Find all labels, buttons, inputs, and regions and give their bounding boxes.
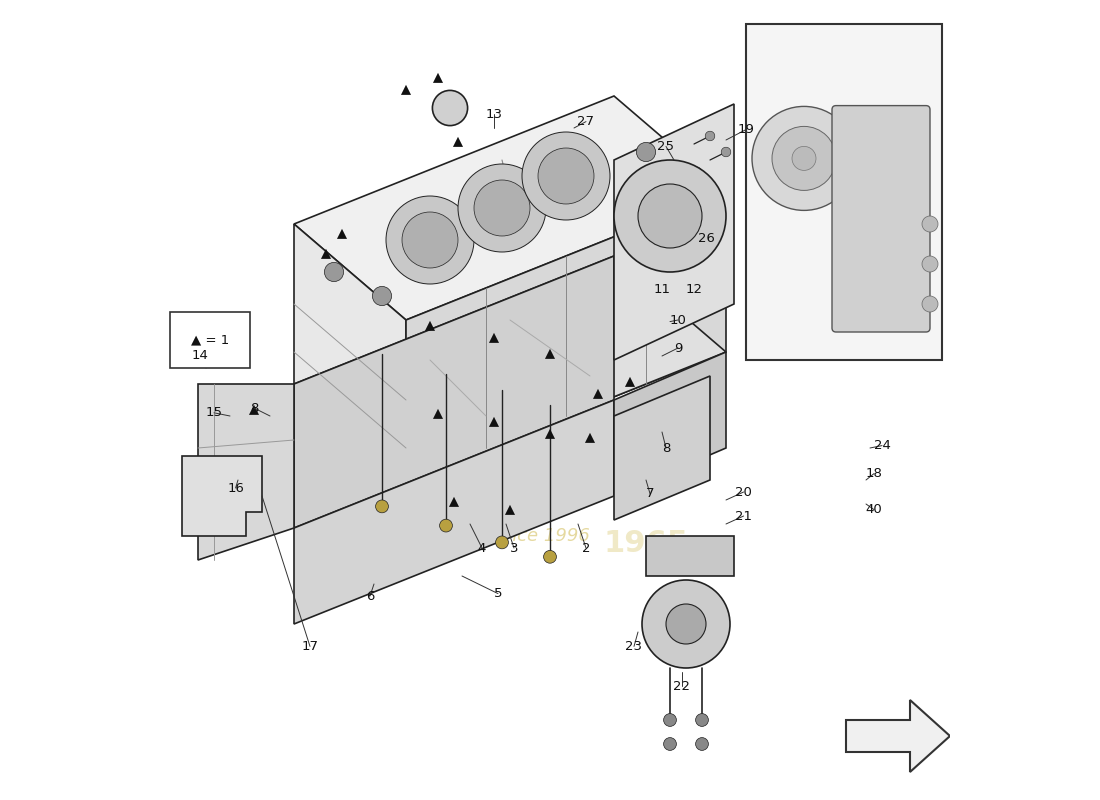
Text: 23: 23	[626, 640, 642, 653]
Text: 21: 21	[735, 510, 752, 522]
Polygon shape	[544, 349, 556, 359]
Text: 14: 14	[191, 349, 208, 362]
Text: 19: 19	[738, 123, 755, 136]
Polygon shape	[453, 137, 463, 147]
Text: ▲ = 1: ▲ = 1	[191, 334, 229, 346]
Text: 4: 4	[477, 542, 486, 554]
Polygon shape	[614, 104, 734, 360]
Circle shape	[496, 536, 508, 549]
Polygon shape	[646, 536, 734, 576]
Text: 10: 10	[670, 314, 686, 326]
Circle shape	[637, 142, 656, 162]
FancyBboxPatch shape	[170, 312, 250, 368]
Polygon shape	[249, 405, 258, 415]
Text: 15: 15	[206, 406, 222, 419]
Text: 8: 8	[250, 402, 258, 414]
Text: 25: 25	[658, 140, 674, 153]
Polygon shape	[433, 409, 443, 419]
Circle shape	[663, 714, 676, 726]
Text: 8: 8	[662, 442, 670, 454]
Text: 7: 7	[646, 487, 654, 500]
Circle shape	[772, 126, 836, 190]
Circle shape	[538, 148, 594, 204]
Circle shape	[922, 216, 938, 232]
Polygon shape	[449, 497, 459, 507]
Circle shape	[684, 166, 704, 186]
Text: 22: 22	[673, 680, 691, 693]
Text: 2: 2	[582, 542, 591, 554]
Polygon shape	[321, 249, 331, 259]
Polygon shape	[490, 333, 499, 343]
Text: 40: 40	[866, 503, 882, 516]
Polygon shape	[294, 96, 726, 320]
Circle shape	[722, 147, 730, 157]
Text: 20: 20	[735, 486, 752, 498]
Polygon shape	[337, 229, 346, 239]
Circle shape	[695, 714, 708, 726]
Text: 24: 24	[873, 439, 890, 452]
FancyBboxPatch shape	[832, 106, 930, 332]
Polygon shape	[846, 700, 950, 772]
Circle shape	[642, 580, 730, 668]
Circle shape	[458, 164, 546, 252]
Circle shape	[922, 296, 938, 312]
Circle shape	[324, 262, 343, 282]
Text: 5: 5	[494, 587, 503, 600]
Polygon shape	[544, 429, 556, 439]
Circle shape	[638, 184, 702, 248]
Text: 26: 26	[697, 232, 714, 245]
Text: 17: 17	[301, 640, 319, 653]
Circle shape	[432, 90, 468, 126]
Polygon shape	[433, 73, 443, 83]
Polygon shape	[614, 376, 710, 520]
Polygon shape	[294, 256, 614, 528]
Text: 16: 16	[228, 482, 244, 494]
Circle shape	[666, 604, 706, 644]
Polygon shape	[614, 352, 726, 496]
Text: 1965: 1965	[604, 530, 689, 558]
Polygon shape	[490, 417, 499, 427]
Circle shape	[922, 256, 938, 272]
FancyBboxPatch shape	[746, 24, 942, 360]
Polygon shape	[593, 389, 603, 399]
Circle shape	[792, 146, 816, 170]
Polygon shape	[402, 85, 411, 95]
Text: EUROSPARES: EUROSPARES	[207, 431, 702, 497]
Circle shape	[695, 738, 708, 750]
Polygon shape	[294, 224, 406, 480]
Text: a passion for parts since 1996: a passion for parts since 1996	[318, 527, 590, 545]
Circle shape	[440, 519, 452, 532]
Circle shape	[373, 286, 392, 306]
Text: 13: 13	[485, 108, 503, 121]
Text: 6: 6	[366, 590, 374, 602]
Circle shape	[705, 131, 715, 141]
Circle shape	[375, 500, 388, 513]
Circle shape	[474, 180, 530, 236]
Text: 27: 27	[578, 115, 594, 128]
Text: 3: 3	[509, 542, 518, 554]
Polygon shape	[294, 256, 726, 480]
Polygon shape	[505, 505, 515, 515]
Circle shape	[543, 550, 557, 563]
Polygon shape	[425, 321, 435, 331]
Text: 18: 18	[866, 467, 882, 480]
Circle shape	[752, 106, 856, 210]
Polygon shape	[198, 384, 294, 560]
Text: 12: 12	[685, 283, 703, 296]
Circle shape	[663, 738, 676, 750]
Circle shape	[402, 212, 458, 268]
Circle shape	[522, 132, 611, 220]
Polygon shape	[182, 456, 262, 536]
Polygon shape	[406, 192, 726, 480]
Polygon shape	[625, 377, 635, 387]
Circle shape	[386, 196, 474, 284]
Circle shape	[614, 160, 726, 272]
Polygon shape	[585, 433, 595, 443]
Text: 11: 11	[653, 283, 671, 296]
Polygon shape	[294, 400, 614, 624]
Text: 9: 9	[674, 342, 682, 354]
